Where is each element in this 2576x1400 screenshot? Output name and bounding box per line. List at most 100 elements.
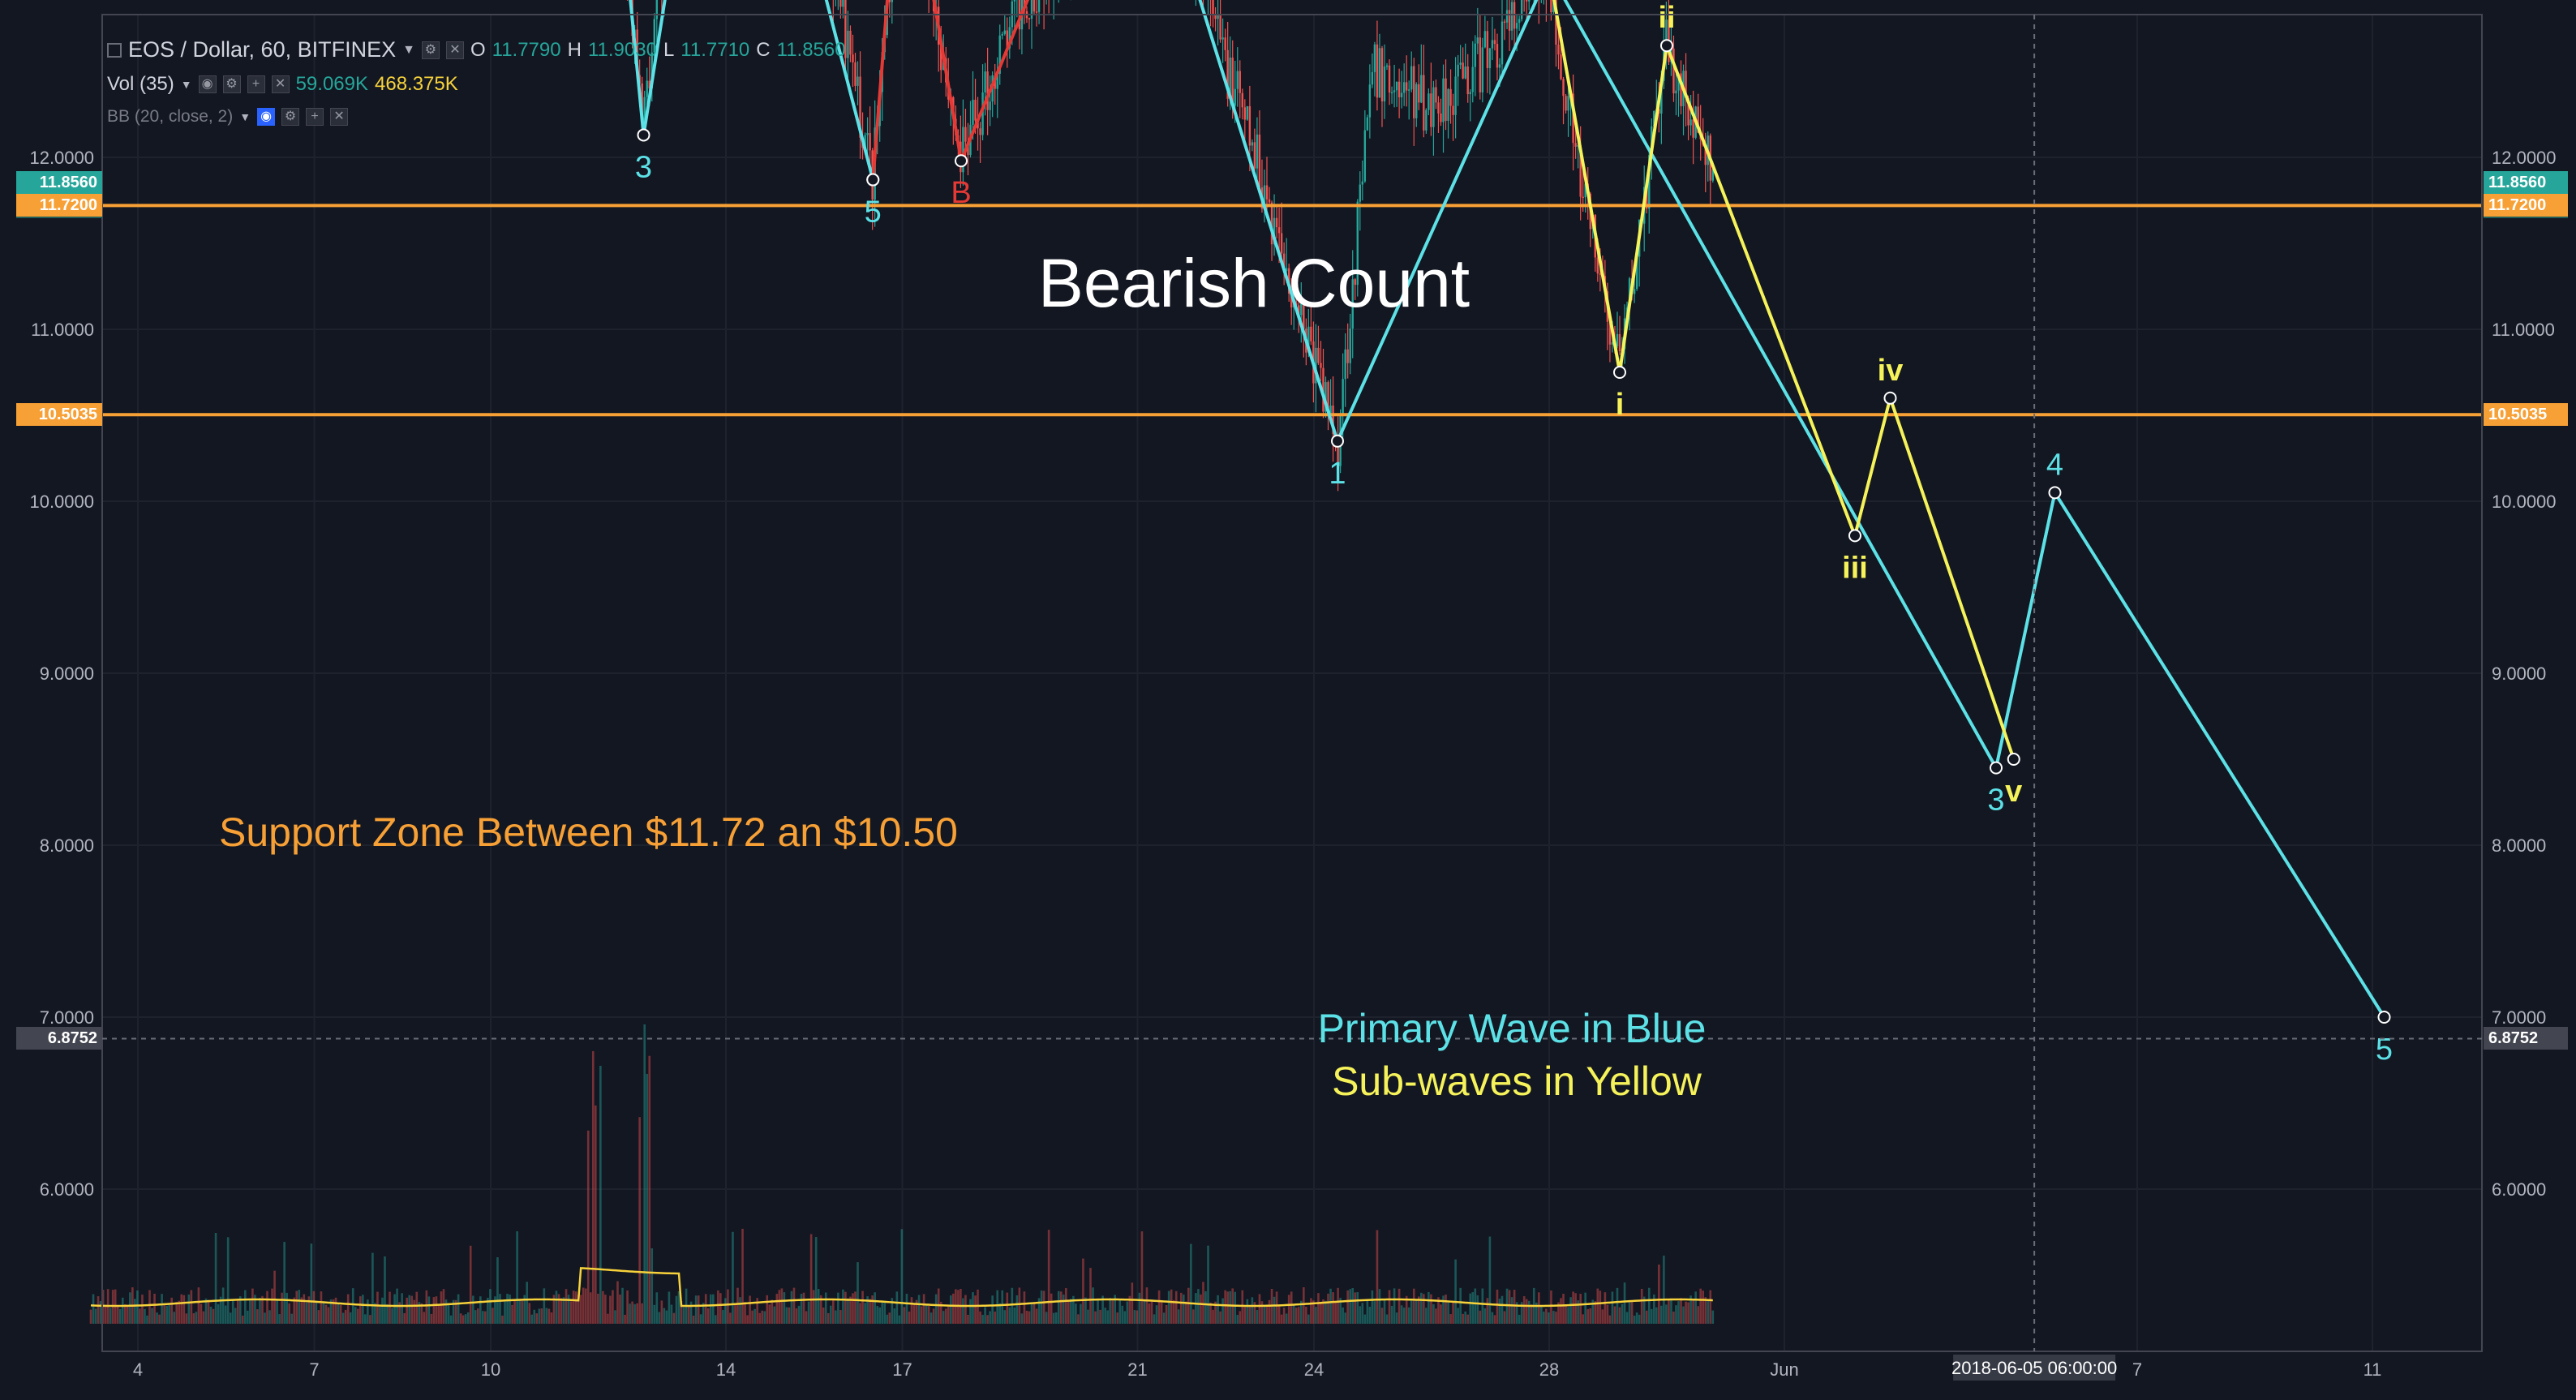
candle-body xyxy=(1505,10,1509,23)
volume-bar xyxy=(369,1315,371,1324)
wave-point xyxy=(1660,39,1673,53)
volume-label[interactable]: Vol (35) xyxy=(107,73,174,95)
x-tick-label: 11 xyxy=(2363,1359,2382,1380)
volume-bar xyxy=(1280,1314,1283,1324)
volume-bar xyxy=(636,1303,638,1324)
volume-bar xyxy=(234,1308,237,1324)
volume-bar xyxy=(1548,1312,1550,1324)
close-icon[interactable]: ✕ xyxy=(445,41,464,59)
volume-value: 59.069K xyxy=(295,73,368,95)
wave-label: 4 xyxy=(2046,448,2063,482)
settings-icon[interactable]: ⚙ xyxy=(222,75,241,93)
volume-bar xyxy=(922,1294,925,1324)
volume-bar xyxy=(989,1311,991,1324)
settings-icon[interactable]: ⚙ xyxy=(281,108,300,126)
volume-bar xyxy=(1359,1306,1362,1324)
volume-bar xyxy=(952,1293,955,1324)
close-icon[interactable]: ✕ xyxy=(271,75,290,93)
volume-bar xyxy=(1572,1291,1574,1324)
candle-body xyxy=(1515,23,1518,29)
volume-bar xyxy=(621,1287,624,1324)
x-tick-label: 7 xyxy=(2132,1359,2142,1380)
eye-icon[interactable]: ◉ xyxy=(257,108,276,126)
chevron-down-icon[interactable]: ▼ xyxy=(239,110,251,123)
volume-bar xyxy=(241,1315,244,1324)
candle-body xyxy=(1410,66,1413,90)
volume-bar xyxy=(751,1310,753,1324)
volume-bar xyxy=(1366,1299,1369,1324)
candle-body xyxy=(1677,73,1680,91)
volume-bar xyxy=(910,1297,913,1324)
volume-bar xyxy=(680,1300,683,1324)
volume-bar xyxy=(533,1309,536,1324)
volume-bar xyxy=(391,1308,393,1324)
volume-bar xyxy=(1510,1297,1513,1324)
volume-bar xyxy=(599,1066,602,1324)
volume-bar xyxy=(736,1287,739,1324)
volume-bar xyxy=(706,1308,710,1324)
volume-bar xyxy=(589,1292,592,1324)
plus-icon[interactable]: + xyxy=(247,75,265,93)
volume-bar xyxy=(1015,1295,1019,1324)
volume-bar xyxy=(264,1312,266,1324)
volume-bar xyxy=(962,1298,964,1324)
volume-bar xyxy=(121,1297,124,1324)
volume-bar xyxy=(790,1290,793,1324)
candle-body xyxy=(1408,89,1410,91)
volume-bar xyxy=(1395,1312,1398,1324)
candle-body xyxy=(1006,30,1008,49)
plus-icon[interactable]: + xyxy=(306,108,324,126)
symbol-name[interactable]: EOS / Dollar, 60, BITFINEX xyxy=(128,37,397,62)
volume-bar xyxy=(1123,1311,1127,1324)
volume-bar xyxy=(1503,1311,1506,1324)
candle-body xyxy=(1221,37,1224,40)
volume-bar xyxy=(195,1312,198,1324)
candle-body xyxy=(964,127,967,142)
candle-body xyxy=(1445,78,1447,121)
chevron-down-icon[interactable]: ▼ xyxy=(402,42,415,57)
candle-body xyxy=(1388,65,1391,93)
volume-bar xyxy=(1008,1307,1011,1324)
volume-bar xyxy=(819,1295,822,1324)
wave-label: 3 xyxy=(1987,784,2004,818)
volume-bar xyxy=(229,1312,232,1324)
collapse-icon[interactable] xyxy=(107,42,122,58)
volume-bar xyxy=(479,1296,482,1324)
volume-bar xyxy=(283,1242,286,1324)
volume-bar xyxy=(447,1303,450,1324)
settings-icon[interactable]: ⚙ xyxy=(421,41,440,59)
volume-bar xyxy=(293,1297,296,1324)
volume-bar xyxy=(788,1307,791,1324)
volume-bar xyxy=(344,1309,347,1324)
bb-label[interactable]: BB (20, close, 2) xyxy=(107,107,234,126)
volume-bar xyxy=(1277,1305,1281,1324)
volume-bar xyxy=(739,1297,741,1324)
candle-body xyxy=(1498,64,1501,68)
volume-bar xyxy=(717,1290,719,1324)
volume-bar xyxy=(300,1297,303,1324)
candle-body xyxy=(1466,67,1469,95)
eye-icon[interactable]: ◉ xyxy=(198,75,217,93)
candle-body xyxy=(1687,97,1689,126)
volume-bar xyxy=(1530,1304,1533,1324)
volume-bar xyxy=(1658,1265,1660,1324)
close-icon[interactable]: ✕ xyxy=(330,108,349,126)
y-tick-label-left: 10.0000 xyxy=(29,492,94,512)
volume-bar xyxy=(1221,1298,1224,1324)
chevron-down-icon[interactable]: ▼ xyxy=(180,78,192,91)
price-tag-last-left: 11.8560 xyxy=(16,170,102,194)
volume-bar xyxy=(802,1292,805,1324)
volume-bar xyxy=(1020,1313,1024,1324)
wave-point xyxy=(1883,391,1897,405)
candle-body xyxy=(1332,405,1334,435)
volume-bar xyxy=(852,1293,854,1324)
y-tick-label-right: 11.0000 xyxy=(2492,320,2555,340)
candle-body xyxy=(1648,155,1651,209)
candle-body xyxy=(1253,142,1256,169)
volume-bar xyxy=(406,1297,408,1324)
volume-bar xyxy=(1672,1311,1675,1324)
volume-bar xyxy=(1569,1297,1572,1324)
volume-bar xyxy=(1356,1292,1359,1324)
volume-bar xyxy=(1195,1293,1197,1324)
